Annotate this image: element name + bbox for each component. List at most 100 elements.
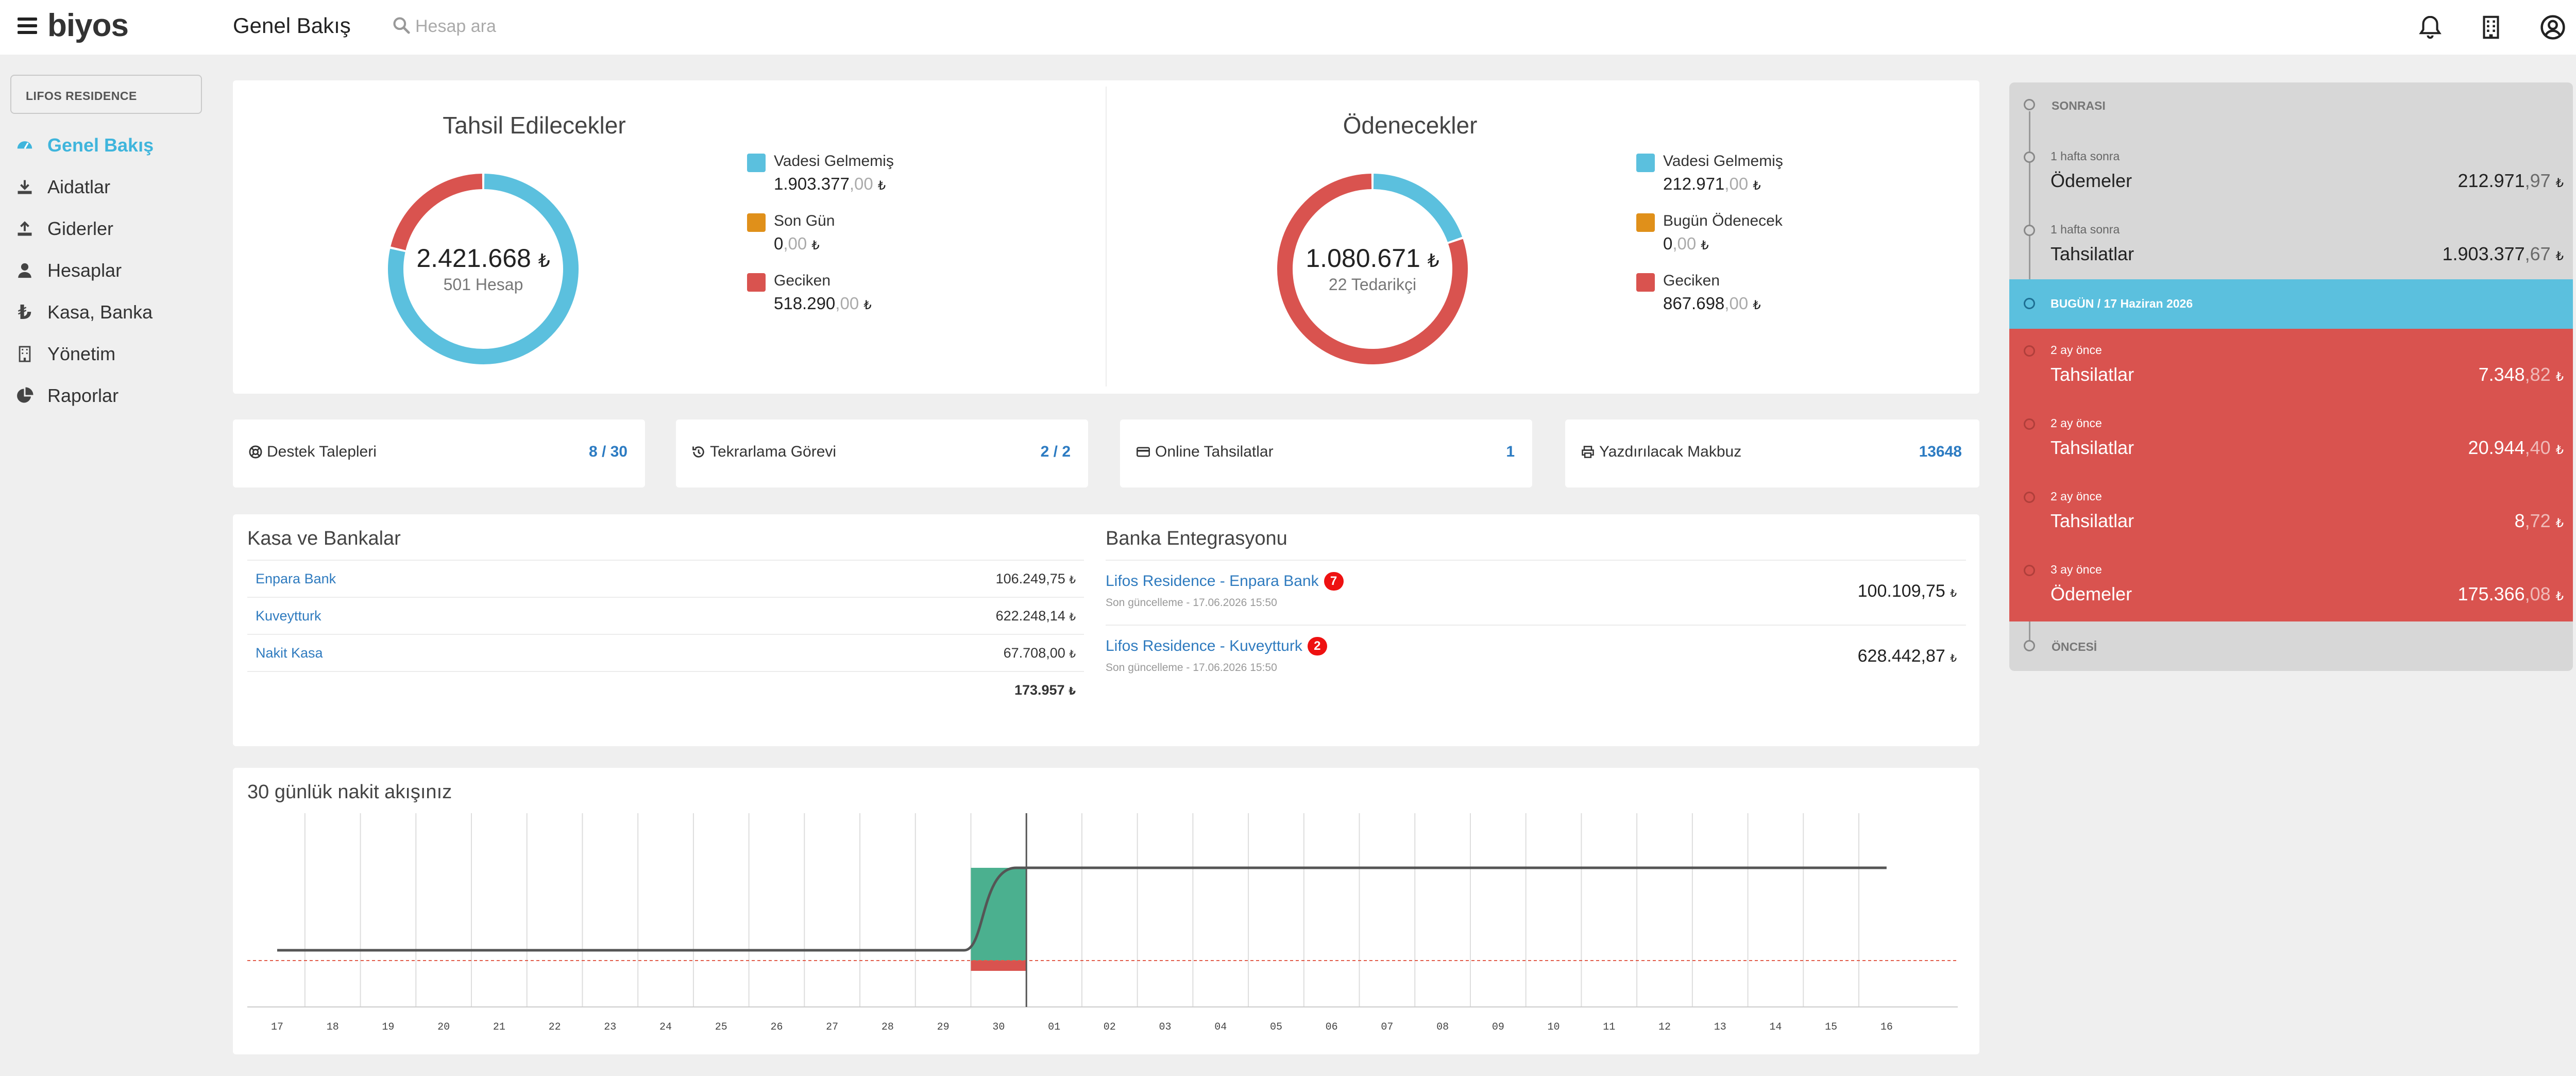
timeline-amount: 8,72 ₺ (2514, 510, 2564, 531)
x-tick-label: 22 (549, 1021, 561, 1033)
sidebar-item-expenses[interactable]: Giderler (14, 213, 113, 244)
donut-slice-2[interactable] (1277, 174, 1468, 364)
stat-label: Destek Talepleri (267, 443, 377, 460)
donut-slice-2[interactable] (391, 174, 483, 250)
x-tick-label: 23 (604, 1021, 616, 1033)
timeline-item[interactable]: 3 ay önce Ödemeler 175.366,08 ₺ (2009, 558, 2573, 621)
bank-name[interactable]: Kuveytturk (256, 608, 321, 624)
legend-value: 212.971,00 ₺ (1663, 174, 1761, 193)
timeline-item[interactable]: 1 hafta sonra Ödemeler 212.971,97 ₺ (2009, 144, 2573, 216)
dashboard-icon (14, 135, 35, 156)
sidebar-item-label: Kasa, Banka (47, 301, 153, 323)
sidebar-item-management[interactable]: Yönetim (14, 339, 115, 369)
stat-card-recurring[interactable]: Tekrarlama Görevi 2 / 2 (676, 419, 1088, 487)
x-tick-label: 18 (327, 1021, 339, 1033)
timeline-footer-prev[interactable]: ÖNCESİ (2009, 621, 2573, 671)
bank-total: 173.957 ₺ (1014, 682, 1076, 698)
integration-name[interactable]: Lifos Residence - Kuveytturk 2 (1106, 637, 1327, 655)
bank-row[interactable]: Kuveytturk 622.248,14 ₺ (247, 597, 1084, 634)
x-tick-label: 24 (659, 1021, 672, 1033)
timeline-item[interactable]: 1 hafta sonra Tahsilatlar 1.903.377,67 ₺ (2009, 217, 2573, 290)
receivables-legend: Vadesi Gelmemiş 1.903.377,00 ₺ Son Gün 0… (747, 153, 894, 313)
history-icon (692, 446, 704, 458)
menu-icon[interactable] (18, 18, 37, 34)
series-line[interactable] (277, 866, 1887, 952)
bar-positive[interactable] (971, 868, 1027, 961)
x-tick-label: 10 (1548, 1021, 1560, 1033)
sidebar-item-reports[interactable]: Raporlar (14, 380, 118, 411)
timeline-dot (2024, 152, 2035, 163)
donut-slice-0[interactable] (1373, 174, 1463, 242)
x-tick-label: 30 (992, 1021, 1005, 1033)
bank-row[interactable]: Enpara Bank 106.249,75 ₺ (247, 560, 1084, 597)
receivables-title: Tahsil Edilecekler (443, 112, 626, 139)
x-tick-label: 06 (1326, 1021, 1338, 1033)
legend-item[interactable]: Vadesi Gelmemiş 212.971,00 ₺ (1636, 153, 1783, 194)
integration-updated: Son güncelleme - 17.06.2026 15:50 (1106, 662, 1277, 674)
logo[interactable]: biyos (47, 8, 129, 43)
legend-item[interactable]: Vadesi Gelmemiş 1.903.377,00 ₺ (747, 153, 894, 194)
bank-name[interactable]: Enpara Bank (256, 571, 336, 586)
divider (1106, 87, 1107, 386)
timeline-header-next[interactable]: SONRASI (2009, 82, 2573, 132)
bar-negative[interactable] (971, 961, 1027, 971)
timeline-item[interactable]: 2 ay önce Tahsilatlar 7.348,82 ₺ (2009, 338, 2573, 410)
bank-amount: 106.249,75 ₺ (995, 571, 1076, 586)
sidebar-item-dues[interactable]: Aidatlar (14, 172, 110, 203)
timeline-amount: 175.366,08 ₺ (2458, 583, 2564, 604)
x-tick-label: 11 (1603, 1021, 1615, 1033)
legend-item[interactable]: Son Gün 0,00 ₺ (747, 212, 894, 254)
property-selector[interactable]: LIFOS RESIDENCE (10, 75, 202, 114)
legend-item[interactable]: Geciken 518.290,00 ₺ (747, 272, 894, 313)
stat-label: Online Tahsilatlar (1155, 443, 1274, 460)
sidebar-item-accounts[interactable]: Hesaplar (14, 255, 122, 286)
legend-item[interactable]: Geciken 867.698,00 ₺ (1636, 272, 1783, 313)
user-circle-icon[interactable] (2539, 13, 2567, 41)
bank-name[interactable]: Nakit Kasa (256, 645, 323, 661)
building-icon[interactable] (2477, 13, 2505, 41)
x-tick-label: 16 (1880, 1021, 1893, 1033)
payables-donut[interactable] (1273, 169, 1472, 369)
legend-label: Vadesi Gelmemiş (774, 153, 894, 170)
search-box[interactable] (392, 12, 701, 41)
cashflow-chart[interactable]: 17 18 19 20 21 22 23 24 25 26 27 28 29 30 01 02 03 04 05 06… (247, 813, 1963, 1040)
receivables-donut[interactable] (383, 169, 583, 369)
integration-row[interactable]: Lifos Residence - Enpara Bank 7 Son günce… (1106, 560, 1966, 625)
sidebar-item-label: Yönetim (47, 343, 116, 364)
timeline-item[interactable]: 2 ay önce Tahsilatlar 8,72 ₺ (2009, 484, 2573, 557)
bell-icon[interactable] (2416, 13, 2444, 41)
cashflow-title: 30 günlük nakit akışınız (247, 781, 452, 803)
timeline-label: Ödemeler (2050, 583, 2132, 604)
bank-row[interactable]: Nakit Kasa 67.708,00 ₺ (247, 634, 1084, 671)
payables-center: 1.080.671 ₺ 22 Tedarikçi (1273, 243, 1472, 294)
x-tick-label: 09 (1492, 1021, 1504, 1033)
legend-item[interactable]: Bugün Ödenecek 0,00 ₺ (1636, 212, 1783, 254)
integration-updated: Son güncelleme - 17.06.2026 15:50 (1106, 597, 1277, 609)
integration-name[interactable]: Lifos Residence - Enpara Bank 7 (1106, 572, 1344, 591)
stat-card-online-collections[interactable]: Online Tahsilatlar 1 (1120, 419, 1532, 487)
integration-row[interactable]: Lifos Residence - Kuveytturk 2 Son güncel… (1106, 625, 1966, 690)
search-input[interactable] (414, 14, 694, 38)
stat-value: 8 / 30 (588, 443, 628, 460)
x-tick-label: 05 (1270, 1021, 1282, 1033)
timeline-when: 2 ay önce (2050, 343, 2102, 357)
x-tick-label: 01 (1048, 1021, 1060, 1033)
x-tick-label: 26 (770, 1021, 783, 1033)
timeline-label: Tahsilatlar (2050, 243, 2134, 264)
legend-label: Vadesi Gelmemiş (1663, 153, 1783, 170)
sidebar-item-overview[interactable]: Genel Bakış (14, 130, 154, 161)
sidebar-item-label: Aidatlar (47, 176, 111, 197)
x-tick-label: 14 (1769, 1021, 1782, 1033)
sidebar-item-cash-bank[interactable]: ₺ Kasa, Banka (14, 297, 152, 328)
stat-card-receipts[interactable]: Yazdırılacak Makbuz 13648 (1565, 419, 1979, 487)
x-tick-label: 07 (1381, 1021, 1393, 1033)
pie-chart-icon (14, 385, 35, 406)
timeline-item[interactable]: 2 ay önce Tahsilatlar 20.944,40 ₺ (2009, 411, 2573, 483)
currency: ₺ (538, 250, 550, 271)
timeline-dot (2024, 345, 2035, 357)
stat-card-support[interactable]: Destek Talepleri 8 / 30 (233, 419, 645, 487)
integration-list: Lifos Residence - Enpara Bank 7 Son günce… (1106, 560, 1966, 690)
timeline-today-label: BUGÜN / 17 Haziran 2026 (2050, 297, 2193, 310)
timeline-dot (2024, 418, 2035, 430)
donut-slice-0[interactable] (388, 174, 579, 364)
